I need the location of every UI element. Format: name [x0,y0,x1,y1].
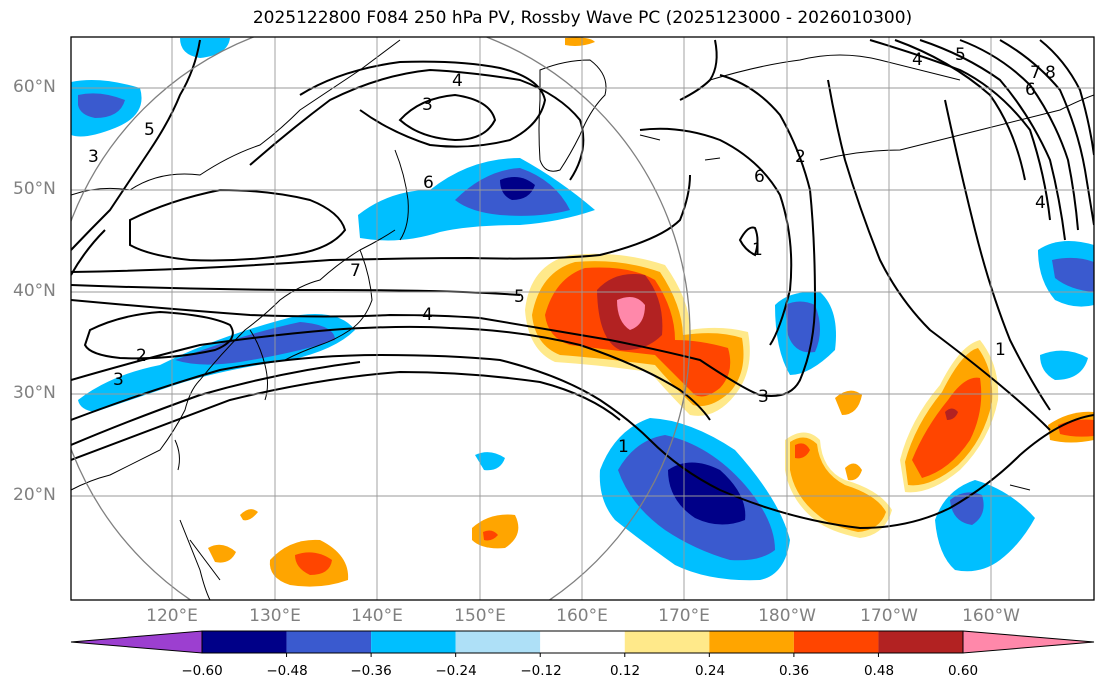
contour-label: 2 [136,346,147,366]
lon-label-130e: 130°E [249,606,301,626]
lon-label-180w: 180°W [758,606,816,626]
anomaly-negative-fareast-small [1040,350,1088,380]
anomaly-positive-small-east1 [835,390,862,415]
anomaly-positive-east-diagonal-red [912,377,982,478]
contour-label: 5 [955,45,966,65]
colorbar-label-2: −0.48 [266,663,308,679]
contour-label: 2 [795,147,806,167]
lon-label-140e: 140°E [351,606,403,626]
contour-label: 4 [912,50,923,70]
contour-label: 1 [752,240,763,260]
anomaly-positive-east-diagonal-core [945,408,958,420]
anomaly-negative-west-core [78,93,125,118]
anomaly-negative-southeast [935,480,1035,572]
figure-title: 2025122800 F084 250 hPa PV, Rossby Wave … [252,8,913,28]
anomaly-positive-top-small [565,37,595,46]
anomaly-negative-south-core [668,462,746,525]
contour-label: 7 [350,261,361,281]
anomaly-positive-southwest2 [472,514,519,549]
colorbar-label-4: −0.24 [435,663,477,679]
lon-label-120e: 120°E [146,606,198,626]
anomaly-positive-small-east2 [845,463,862,481]
lat-label-60n: 60°N [13,77,56,97]
shaded-anomalies [71,37,1094,587]
contour-label: 5 [144,120,155,140]
colorbar-label-9: 0.48 [863,663,895,679]
lat-label-40n: 40°N [13,281,56,301]
contour-label: 4 [452,71,463,91]
contour-label: 5 [514,287,525,307]
lon-label-160e: 160°E [556,606,608,626]
anomaly-negative-japan-north-core [500,176,535,200]
lat-label-30n: 30°N [13,383,56,403]
anomaly-positive-southwest3 [208,544,236,563]
colorbar-label-1: −0.60 [181,663,223,679]
lat-label-50n: 50°N [13,179,56,199]
anomaly-positive-southeast-orange [790,437,886,532]
contour-label: 4 [1035,193,1046,213]
anomaly-positive-center-pink [617,296,645,330]
contour-label: 7 [1030,63,1041,83]
contour-label: 3 [422,95,433,115]
contour-label: 3 [113,370,124,390]
colorbar-label-8: 0.36 [778,663,810,679]
contour-label: 1 [995,340,1006,360]
anomaly-negative-top [180,38,230,58]
contour-label: 6 [423,173,434,193]
contour-label: 1 [618,437,629,457]
colorbar-label-10: 0.60 [947,663,979,679]
colorbar-label-6: 0.12 [609,663,641,679]
colorbar-label-3: −0.36 [350,663,392,679]
contour-label: 8 [1045,63,1056,83]
anomaly-positive-southwest2-core [483,530,498,541]
contour-label: 3 [758,387,769,407]
lon-label-160w: 160°W [962,606,1020,626]
anomaly-positive-southeast-red [795,443,810,459]
anomaly-negative-fareast-core [1052,257,1094,292]
lat-label-20n: 20°N [13,485,56,505]
contour-label: 6 [1025,80,1036,100]
lon-label-150e: 150°E [454,606,506,626]
contour-label: 3 [88,147,99,167]
lon-label-170e: 170°E [658,606,710,626]
anomaly-positive-southwest1-core [295,552,332,575]
anomaly-negative-small-sw [475,452,505,471]
reference-circle [71,37,691,600]
colorbar-label-5: −0.12 [520,663,562,679]
colorbar-label-7: 0.24 [694,663,726,679]
contour-label: 6 [754,167,765,187]
graticule [71,37,1094,600]
map-frame [70,36,1095,601]
anomaly-negative-southeast-core [950,492,984,525]
anomaly-positive-tiny [240,509,258,521]
lon-label-170w: 170°W [860,606,918,626]
contour-label: 4 [422,305,433,325]
